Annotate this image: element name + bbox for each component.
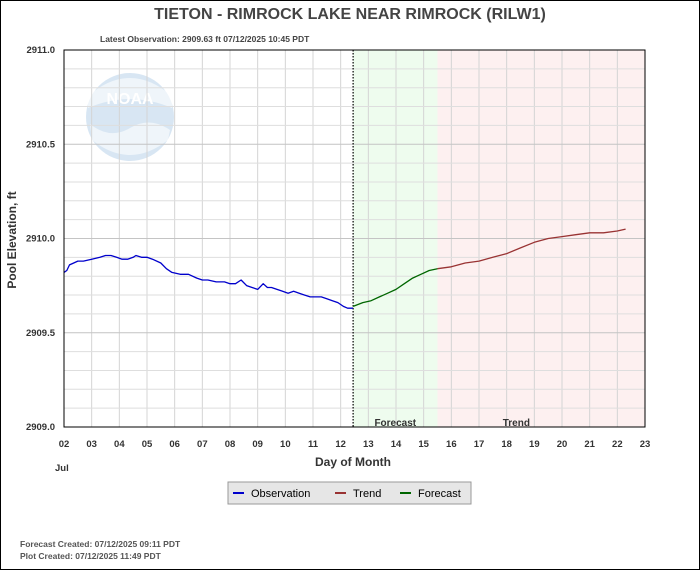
zone-labels: Forecast Trend (374, 418, 530, 429)
x-tick-label: 03 (86, 439, 97, 450)
x-tick-labels: 02 03 04 05 06 07 08 09 10 11 12 13 14 15 16 17 18 19 20 21… (59, 439, 651, 450)
x-tick-label: 18 (501, 439, 512, 450)
plot-created-text: Plot Created: 07/12/2025 11:49 PDT (20, 551, 162, 561)
legend-label-trend: Trend (353, 488, 381, 500)
y-axis-label: Pool Elevation, ft (5, 191, 19, 288)
y-tick-labels: 2909.0 2909.5 2910.0 2910.5 2911.0 (26, 45, 56, 433)
series-line-forecast (352, 268, 438, 308)
x-tick-label: 06 (169, 439, 180, 450)
x-tick-label: 05 (142, 439, 153, 450)
y-tick-label: 2910.0 (26, 234, 55, 245)
zone-label-forecast: Forecast (374, 418, 416, 429)
x-tick-label: 11 (308, 439, 319, 450)
x-tick-label: 04 (114, 439, 125, 450)
x-tick-label: 15 (418, 439, 429, 450)
y-tick-label: 2911.0 (26, 45, 55, 56)
x-tick-label: 22 (612, 439, 623, 450)
chart-title: TIETON - RIMROCK LAKE NEAR RIMROCK (RILW… (154, 6, 546, 23)
x-tick-label: 13 (363, 439, 374, 450)
series-line-trend (437, 228, 626, 270)
zone-label-trend: Trend (503, 418, 530, 429)
x-tick-label: 08 (225, 439, 236, 450)
series-lines (63, 228, 626, 309)
grid (63, 49, 646, 428)
x-tick-label: 20 (557, 439, 568, 450)
noaa-logo-text: NOAA (106, 91, 154, 108)
month-label: Jul (55, 463, 69, 474)
series-line-observation (63, 254, 354, 309)
y-tick-label: 2909.5 (26, 328, 56, 339)
legend-label-observation: Observation (251, 488, 310, 500)
x-tick-label: 02 (59, 439, 70, 450)
x-tick-label: 12 (335, 439, 346, 450)
x-tick-label: 09 (252, 439, 263, 450)
legend-label-forecast: Forecast (418, 488, 461, 500)
noaa-logo-watermark: NOAA (86, 73, 174, 161)
legend: Observation Trend Forecast (227, 481, 472, 505)
y-tick-label: 2910.5 (26, 139, 56, 150)
plot-border (63, 49, 646, 428)
forecast-created-text: Forecast Created: 07/12/2025 09:11 PDT (20, 539, 181, 549)
x-tick-label: 17 (474, 439, 485, 450)
x-tick-label: 19 (529, 439, 540, 450)
x-tick-label: 07 (197, 439, 208, 450)
x-tick-label: 23 (640, 439, 651, 450)
x-tick-label: 21 (584, 439, 595, 450)
x-tick-label: 10 (280, 439, 291, 450)
y-tick-label: 2909.0 (26, 422, 55, 433)
x-tick-label: 14 (391, 439, 402, 450)
x-axis-label: Day of Month (315, 455, 391, 469)
x-tick-label: 16 (446, 439, 457, 450)
chart-subtitle: Latest Observation: 2909.63 ft 07/12/202… (100, 34, 310, 44)
